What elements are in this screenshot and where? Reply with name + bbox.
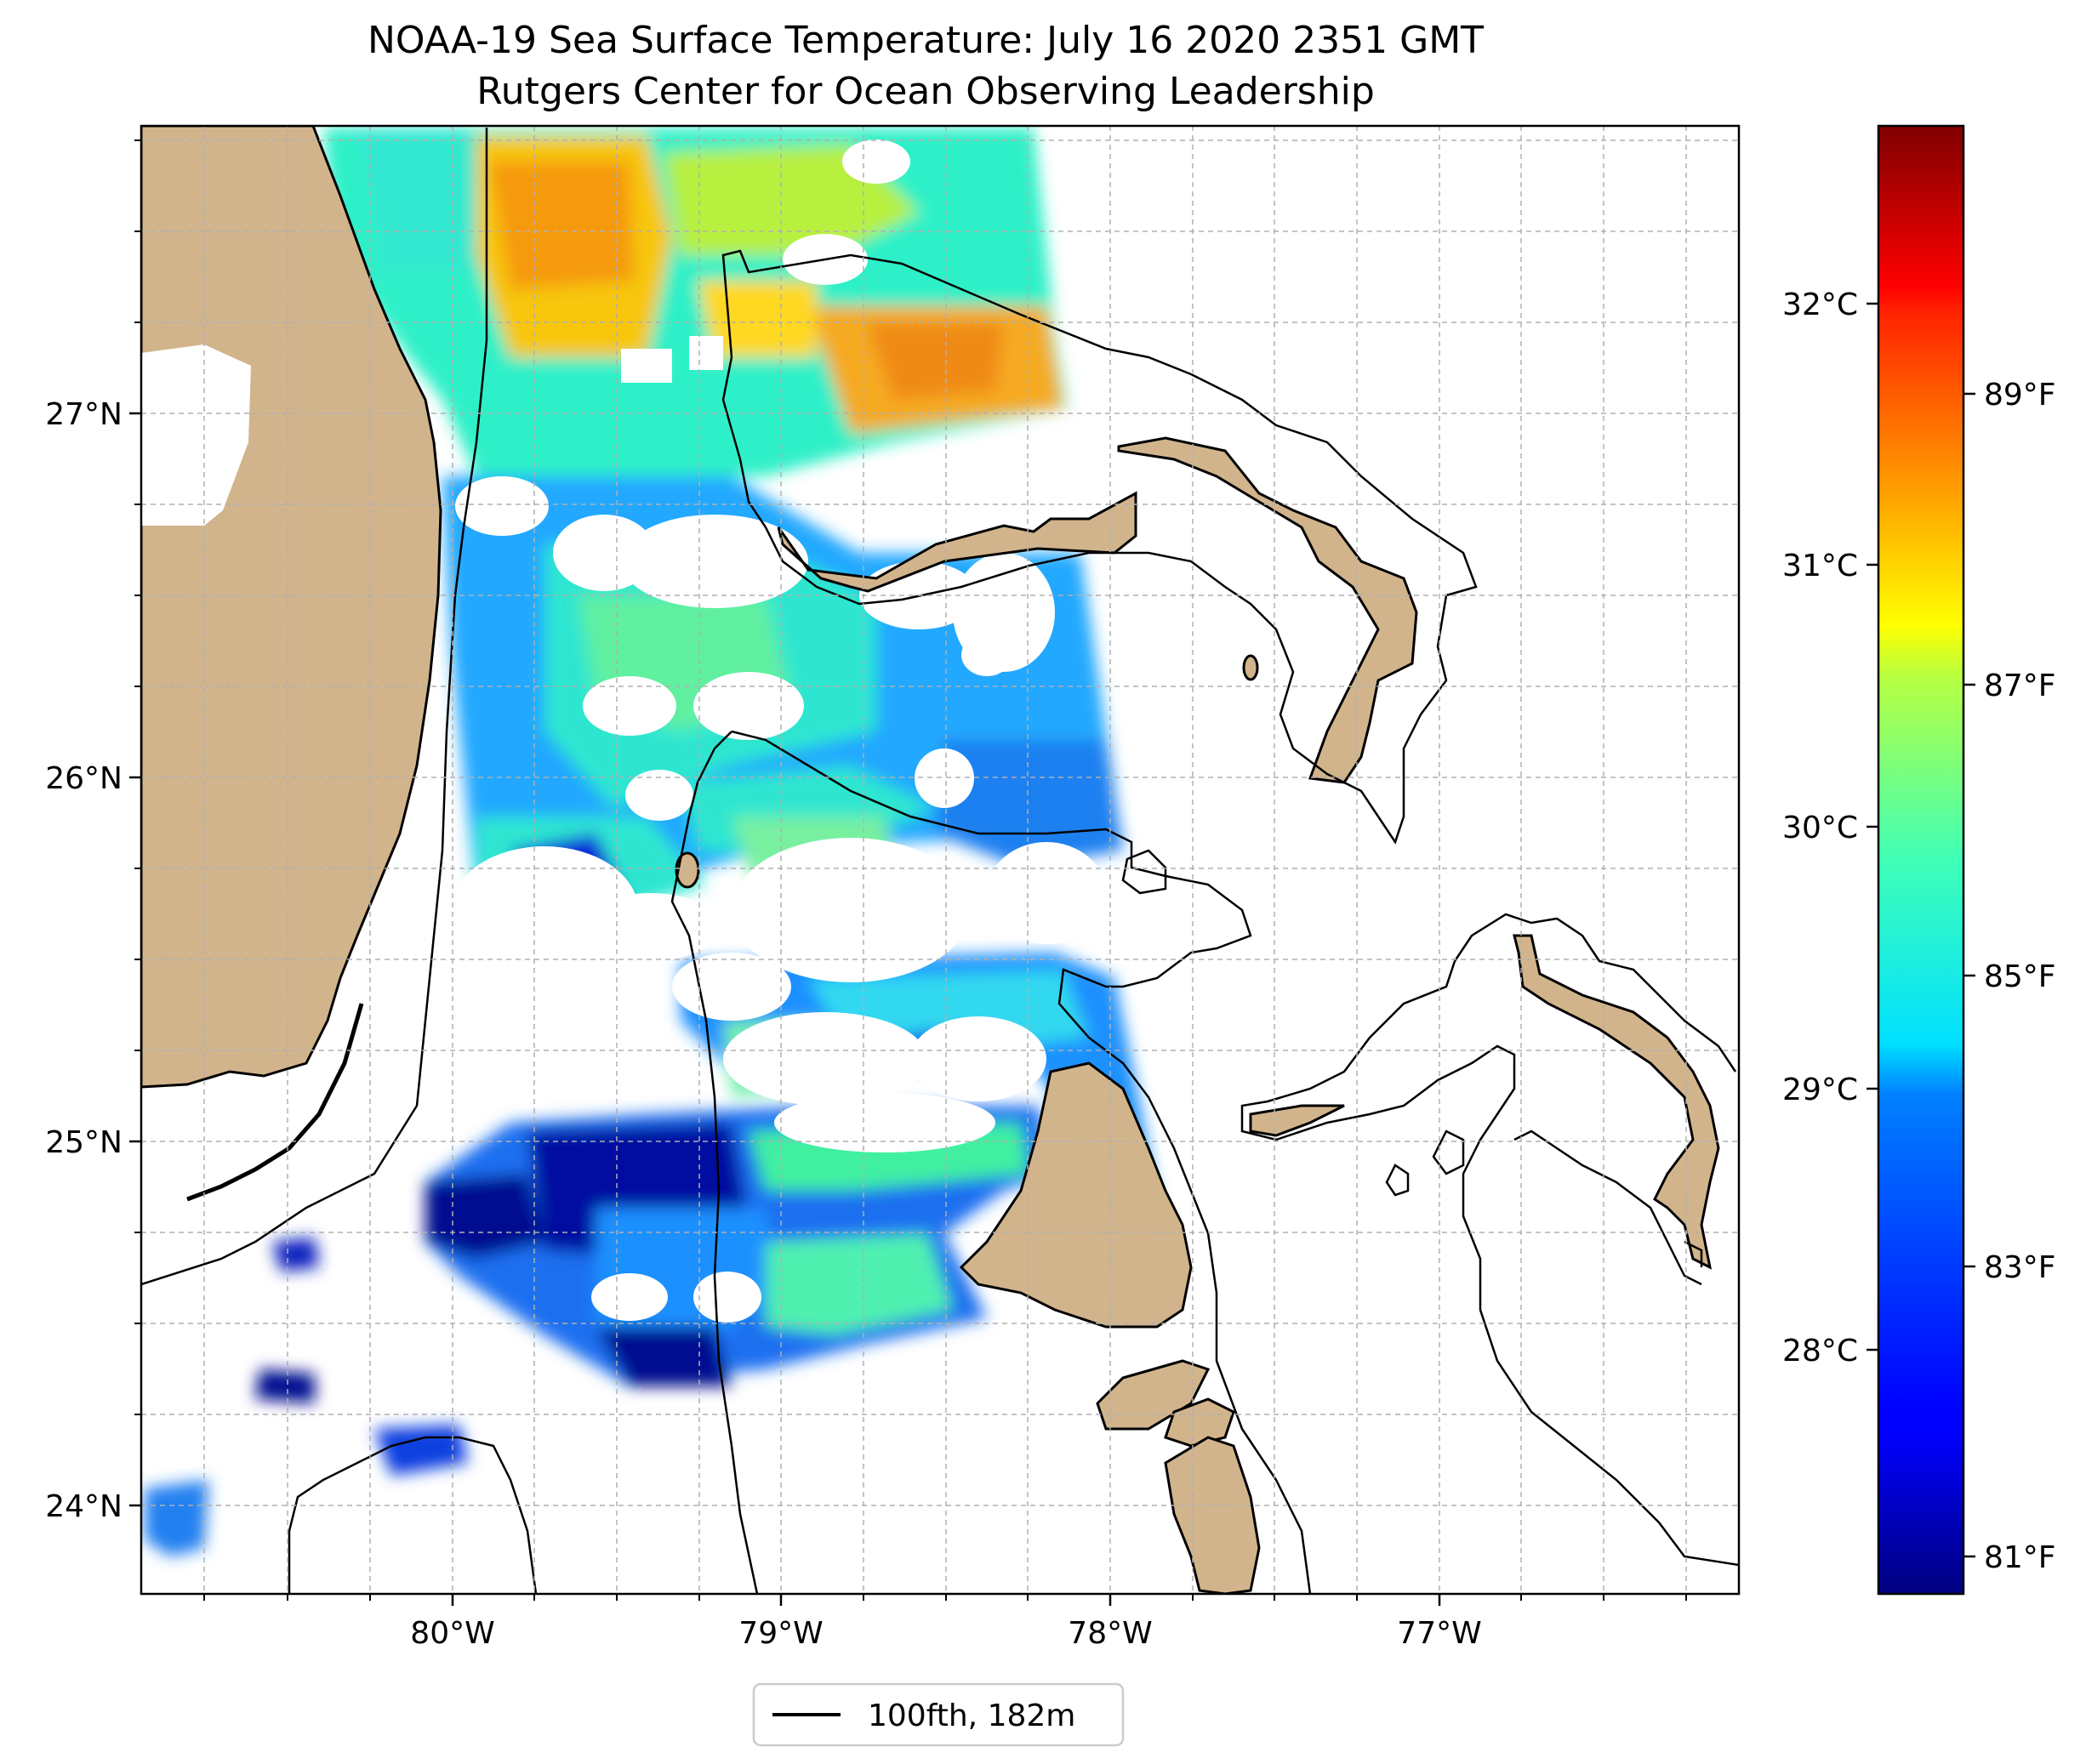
- grand-bahama: [777, 491, 1137, 593]
- cloud-mask: [451, 139, 1106, 1323]
- andros-south: [1096, 1359, 1211, 1431]
- legend-label: 100fth, 182m: [868, 1699, 1075, 1733]
- fahrenheit-label-81: 81°F: [1984, 1540, 2056, 1575]
- colorbar-fahrenheit-axis: 81°F 83°F 85°F 87°F 89°F: [1963, 378, 2056, 1575]
- andros-south-2: [1164, 1397, 1235, 1448]
- colorbar: 28°C 29°C 30°C 31°C 32°C 81°F 83°F 85°F …: [1782, 124, 2056, 1596]
- lat-label-27n: 27°N: [45, 397, 123, 432]
- minor-ticks: [134, 139, 1687, 1601]
- fahrenheit-label-83: 83°F: [1984, 1250, 2056, 1285]
- fahrenheit-label-85: 85°F: [1984, 959, 2056, 994]
- fahrenheit-label-89: 89°F: [1984, 378, 2056, 413]
- florida-keys: [186, 1003, 364, 1202]
- title-line-2: Rutgers Center for Ocean Observing Leade…: [476, 70, 1375, 113]
- legend: 100fth, 182m: [752, 1682, 1125, 1747]
- colorbar-celsius-axis: 28°C 29°C 30°C 31°C 32°C: [1782, 287, 1878, 1369]
- celsius-label-30: 30°C: [1782, 811, 1858, 845]
- lon-label-80w: 80°W: [410, 1616, 494, 1651]
- lon-label-79w: 79°W: [738, 1616, 823, 1651]
- celsius-label-32: 32°C: [1782, 287, 1858, 322]
- sst-field: [145, 128, 1157, 1556]
- lat-axis: 24°N 25°N 26°N 27°N: [45, 397, 141, 1524]
- title-line-1: NOAA-19 Sea Surface Temperature: July 16…: [368, 19, 1484, 62]
- isobath-100fth: [141, 128, 1739, 1594]
- celsius-label-29: 29°C: [1782, 1073, 1858, 1107]
- land: [141, 126, 1720, 1594]
- lat-label-26n: 26°N: [45, 761, 123, 796]
- andros-south-3: [1164, 1436, 1261, 1594]
- lon-axis: 80°W 79°W 78°W 77°W: [410, 1594, 1482, 1651]
- map-panel: [141, 126, 1739, 1594]
- eleuthera: [1513, 934, 1720, 1270]
- lake-okeechobee-land-gap: [141, 344, 251, 526]
- lon-label-77w: 77°W: [1397, 1616, 1481, 1651]
- map-frame: [140, 124, 1741, 1596]
- colorbar-gradient: [1877, 124, 1965, 1596]
- lon-label-78w: 78°W: [1068, 1616, 1152, 1651]
- lat-label-24n: 24°N: [45, 1489, 123, 1524]
- abaco-islands: [1117, 436, 1418, 784]
- legend-box: [752, 1682, 1125, 1747]
- andros-island: [959, 1061, 1193, 1329]
- gridlines: [141, 126, 1739, 1594]
- lat-label-25n: 25°N: [45, 1125, 123, 1160]
- celsius-label-31: 31°C: [1782, 549, 1858, 583]
- celsius-label-28: 28°C: [1782, 1334, 1858, 1369]
- fahrenheit-label-87: 87°F: [1984, 669, 2056, 703]
